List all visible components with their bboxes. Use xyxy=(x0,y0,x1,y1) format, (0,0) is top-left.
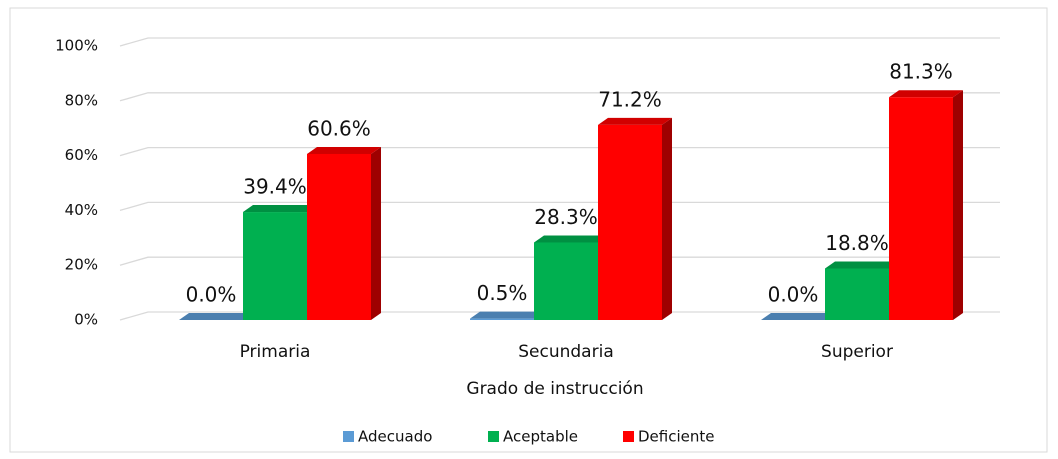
bar xyxy=(470,318,534,320)
bar-top xyxy=(761,313,835,320)
legend-label: Deficiente xyxy=(638,428,715,446)
y-tick-label: 0% xyxy=(74,311,98,329)
value-label: 0.0% xyxy=(768,283,819,307)
bar-top xyxy=(307,146,381,154)
grid-line xyxy=(119,37,1000,47)
bar-top xyxy=(889,90,963,98)
value-label: 81.3% xyxy=(889,60,953,84)
chart-border xyxy=(9,7,1048,453)
bar-top xyxy=(825,261,899,269)
value-label: 71.2% xyxy=(598,87,662,111)
bar xyxy=(307,153,371,320)
y-tick-label: 20% xyxy=(65,256,98,274)
legend-label: Aceptable xyxy=(503,428,578,446)
value-label: 0.5% xyxy=(477,281,528,305)
legend-swatch xyxy=(488,431,499,442)
legend-label: Adecuado xyxy=(358,428,432,446)
value-label: 18.8% xyxy=(825,231,889,255)
value-label: 60.6% xyxy=(307,116,371,140)
legend-swatch xyxy=(623,431,634,442)
value-label: 39.4% xyxy=(243,175,307,199)
bar xyxy=(825,268,889,320)
bar-top xyxy=(243,205,317,213)
x-tick-label: Secundaria xyxy=(518,342,613,362)
grid-line xyxy=(119,311,1000,321)
bar xyxy=(889,97,953,320)
bar xyxy=(598,124,662,320)
value-label: 0.0% xyxy=(186,283,237,307)
grid-line xyxy=(119,256,1000,266)
bar xyxy=(243,212,307,320)
value-label: 28.3% xyxy=(534,205,598,229)
bar-top xyxy=(534,235,608,243)
x-tick-label: Superior xyxy=(821,342,893,362)
y-tick-label: 100% xyxy=(55,37,98,55)
bar-top xyxy=(598,117,672,125)
y-tick-label: 80% xyxy=(65,91,98,109)
bar-top xyxy=(470,311,544,319)
bar-side xyxy=(662,117,672,320)
legend-swatch xyxy=(343,431,354,442)
x-axis-label: Grado de instrucción xyxy=(466,379,643,399)
x-tick-label: Primaria xyxy=(240,342,311,362)
grid-line xyxy=(119,201,1000,212)
grid-line xyxy=(119,146,1000,157)
bar-side xyxy=(371,146,381,320)
y-tick-label: 40% xyxy=(65,201,98,219)
bar xyxy=(534,242,598,320)
bar-side xyxy=(953,90,963,320)
grid-line xyxy=(119,92,1000,102)
y-tick-label: 60% xyxy=(65,146,98,164)
bar-top xyxy=(179,313,253,320)
